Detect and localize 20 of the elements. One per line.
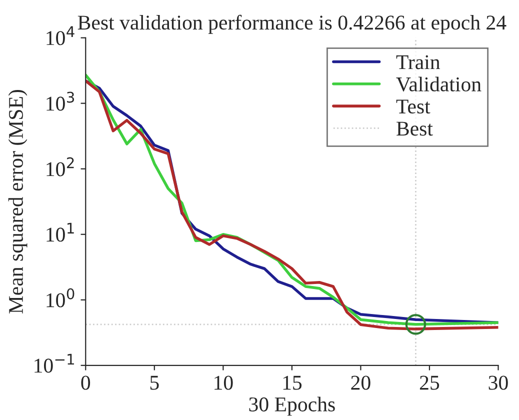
y-tick-label: 10$^{3}$	[46, 92, 74, 111]
x-tick-label: 15	[283, 376, 302, 390]
y-tick-label: 10$^{−1}$	[34, 354, 74, 373]
y-tick-label: 10$^{4}$	[46, 26, 74, 46]
chart-title: Best validation performance is 0.42266 at epoch 24	[78, 14, 506, 34]
ref-line-label: Best	[396, 122, 433, 136]
x-tick-label: 10	[214, 376, 233, 390]
legend-label: Test	[396, 100, 430, 114]
x-tick-label: 5	[150, 376, 159, 390]
x-tick-label: 25	[420, 376, 440, 390]
x-axis-title: 30 Epochs	[249, 396, 335, 416]
x-tick-label: 0	[81, 376, 90, 390]
y-axis-title: Mean squared error (MSE)	[8, 90, 28, 314]
x-tick-label: 30	[488, 376, 508, 390]
y-tick-label: 10$^{1}$	[46, 222, 74, 242]
y-tick-label: 10$^{0}$	[46, 288, 74, 308]
x-tick-label: 20	[351, 376, 370, 390]
y-tick-label: 10$^{2}$	[46, 157, 74, 176]
legend-label: Validation	[396, 76, 482, 92]
legend-label: Train	[396, 55, 440, 70]
